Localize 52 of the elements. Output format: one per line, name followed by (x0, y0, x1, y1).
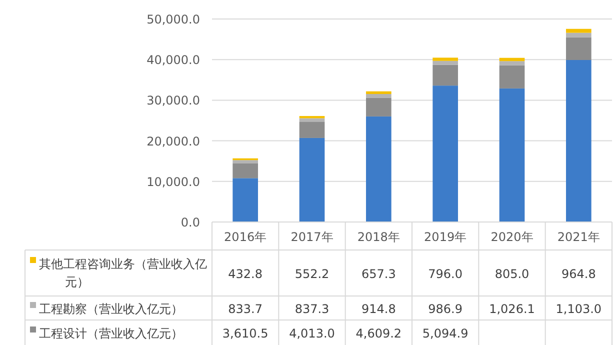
data-label: 1,103.0 (556, 302, 602, 316)
y-tick-label: 10,000.0 (146, 174, 200, 189)
bar (566, 32, 592, 38)
bar (232, 163, 258, 178)
bar (499, 58, 525, 62)
bar (299, 138, 325, 222)
bar (232, 160, 258, 164)
x-tick-label: 2019年 (424, 230, 467, 244)
data-label: 833.7 (228, 302, 263, 316)
y-tick-label: 30,000.0 (146, 94, 200, 108)
x-tick-label: 2016年 (224, 230, 267, 244)
data-label: 432.8 (228, 267, 263, 281)
bar (432, 64, 458, 86)
data-label: 964.8 (561, 267, 596, 281)
data-label: 657.3 (361, 267, 396, 281)
y-tick-label: 20,000.0 (146, 134, 200, 148)
data-label: 3,610.5 (222, 326, 268, 340)
data-label: 1,026.1 (489, 302, 535, 316)
bar (432, 58, 458, 61)
bar (366, 91, 392, 94)
data-label: 986.9 (428, 302, 463, 316)
data-label: 4,609.2 (356, 326, 402, 340)
x-tick-label: 2017年 (290, 230, 334, 244)
bar (366, 94, 392, 98)
data-label: 914.8 (361, 302, 396, 316)
legend-label: 工程勘察（营业收入亿元） (39, 302, 183, 316)
bar (566, 37, 592, 60)
bar (432, 60, 458, 65)
x-tick-label: 2018年 (357, 230, 400, 244)
bar (499, 65, 525, 88)
y-tick-label: 50,000.0 (146, 12, 200, 26)
data-label: 805.0 (494, 267, 530, 281)
bar (566, 60, 592, 222)
legend-label: 工程设计（营业收入亿元） (39, 326, 183, 340)
data-label: 552.2 (294, 267, 330, 281)
y-tick-label: 0.0 (180, 216, 200, 230)
x-tick-label: 2020年 (490, 230, 534, 244)
data-label: 5,094.9 (422, 326, 468, 340)
bar (499, 61, 525, 66)
bar (432, 86, 458, 222)
data-label: 4,013.0 (289, 326, 335, 340)
bar (366, 116, 392, 222)
data-label: 837.3 (294, 302, 330, 316)
x-tick-label: 2021年 (557, 230, 600, 244)
y-tick-label: 40,000.0 (146, 53, 200, 68)
bar (232, 178, 258, 222)
legend-label: 其他工程咨询业务（营业收入亿元） (39, 257, 207, 289)
bar (499, 88, 525, 222)
bar (566, 28, 592, 33)
data-label: 796.0 (428, 267, 463, 281)
bar (366, 98, 392, 116)
bar (299, 122, 325, 138)
